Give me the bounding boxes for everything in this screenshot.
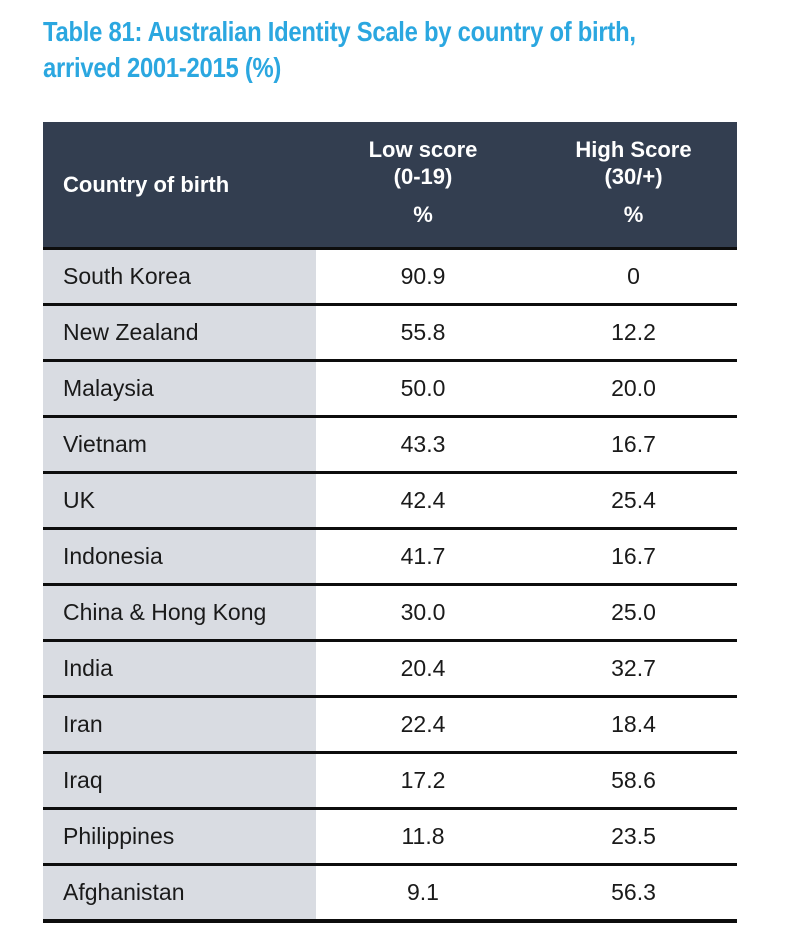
low-score-cell: 9.1 bbox=[316, 863, 530, 923]
table-row: UK 42.4 25.4 bbox=[43, 471, 737, 529]
table-row: South Korea 90.9 0 bbox=[43, 247, 737, 305]
table-row: Indonesia 41.7 16.7 bbox=[43, 527, 737, 585]
country-cell: Afghanistan bbox=[43, 863, 316, 923]
country-cell: China & Hong Kong bbox=[43, 583, 316, 641]
country-cell: Iraq bbox=[43, 751, 316, 809]
low-score-cell: 90.9 bbox=[316, 247, 530, 305]
high-score-cell: 18.4 bbox=[530, 695, 737, 753]
country-cell: New Zealand bbox=[43, 303, 316, 361]
country-cell: Malaysia bbox=[43, 359, 316, 417]
table-row: India 20.4 32.7 bbox=[43, 639, 737, 697]
header-low-score-unit: % bbox=[413, 202, 433, 227]
table-row: Malaysia 50.0 20.0 bbox=[43, 359, 737, 417]
low-score-cell: 41.7 bbox=[316, 527, 530, 585]
high-score-cell: 32.7 bbox=[530, 639, 737, 697]
table-title-line1: Table 81: Australian Identity Scale by c… bbox=[43, 16, 636, 47]
low-score-cell: 43.3 bbox=[316, 415, 530, 473]
high-score-cell: 25.0 bbox=[530, 583, 737, 641]
high-score-cell: 16.7 bbox=[530, 527, 737, 585]
high-score-cell: 0 bbox=[530, 247, 737, 305]
table-title: Table 81: Australian Identity Scale by c… bbox=[43, 14, 636, 86]
table-row: Vietnam 43.3 16.7 bbox=[43, 415, 737, 473]
low-score-cell: 30.0 bbox=[316, 583, 530, 641]
low-score-cell: 55.8 bbox=[316, 303, 530, 361]
table-row: Philippines 11.8 23.5 bbox=[43, 807, 737, 865]
table-row: Iran 22.4 18.4 bbox=[43, 695, 737, 753]
table-row: China & Hong Kong 30.0 25.0 bbox=[43, 583, 737, 641]
high-score-cell: 56.3 bbox=[530, 863, 737, 923]
low-score-cell: 11.8 bbox=[316, 807, 530, 865]
table-title-line2: arrived 2001-2015 (%) bbox=[43, 52, 282, 83]
country-cell: South Korea bbox=[43, 247, 316, 305]
country-cell: India bbox=[43, 639, 316, 697]
header-high-score-range: (30/+) bbox=[604, 164, 663, 189]
header-high-score-label: High Score bbox=[575, 137, 692, 162]
header-row: Country of birth Low score (0-19) % High… bbox=[43, 122, 737, 249]
low-score-cell: 50.0 bbox=[316, 359, 530, 417]
high-score-cell: 23.5 bbox=[530, 807, 737, 865]
table-row: Iraq 17.2 58.6 bbox=[43, 751, 737, 809]
low-score-cell: 22.4 bbox=[316, 695, 530, 753]
high-score-cell: 12.2 bbox=[530, 303, 737, 361]
high-score-cell: 16.7 bbox=[530, 415, 737, 473]
identity-scale-table: Country of birth Low score (0-19) % High… bbox=[43, 122, 737, 923]
country-cell: Vietnam bbox=[43, 415, 316, 473]
high-score-cell: 20.0 bbox=[530, 359, 737, 417]
high-score-cell: 25.4 bbox=[530, 471, 737, 529]
header-high-score-unit: % bbox=[623, 202, 644, 227]
country-cell: Indonesia bbox=[43, 527, 316, 585]
low-score-cell: 17.2 bbox=[316, 751, 530, 809]
country-cell: Philippines bbox=[43, 807, 316, 865]
low-score-cell: 42.4 bbox=[316, 471, 530, 529]
table-row: Afghanistan 9.1 56.3 bbox=[43, 863, 737, 923]
header-low-score-range: (0-19) bbox=[393, 164, 453, 189]
header-country-of-birth: Country of birth bbox=[43, 122, 316, 249]
header-low-score: Low score (0-19) % bbox=[316, 122, 530, 249]
country-cell: UK bbox=[43, 471, 316, 529]
high-score-cell: 58.6 bbox=[530, 751, 737, 809]
table-row: New Zealand 55.8 12.2 bbox=[43, 303, 737, 361]
header-low-score-label: Low score bbox=[368, 137, 478, 162]
country-cell: Iran bbox=[43, 695, 316, 753]
header-high-score: High Score (30/+) % bbox=[530, 122, 737, 249]
low-score-cell: 20.4 bbox=[316, 639, 530, 697]
